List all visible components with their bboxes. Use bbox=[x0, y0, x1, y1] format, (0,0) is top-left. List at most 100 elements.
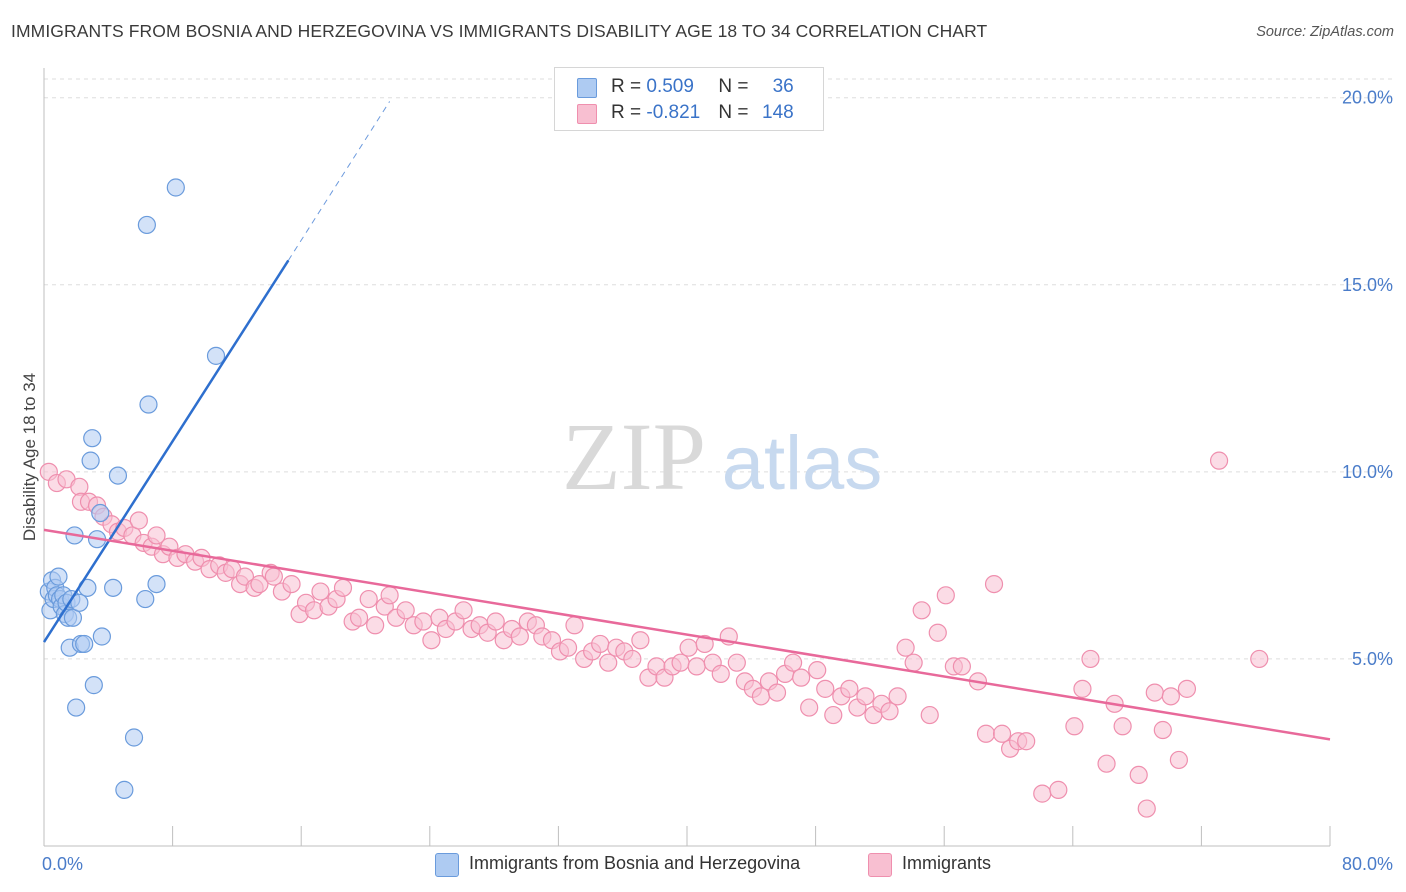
point-immigrants bbox=[486, 612, 505, 631]
point-immigrants bbox=[984, 574, 1004, 594]
point-immigrants bbox=[311, 582, 330, 601]
legend-n-value: 36 bbox=[772, 76, 794, 97]
axes bbox=[43, 68, 1331, 847]
point-immigrants bbox=[792, 668, 811, 687]
point-bosnia bbox=[70, 593, 89, 612]
point-immigrants bbox=[936, 586, 955, 605]
legend-r-key: R = bbox=[611, 76, 647, 97]
point-bosnia bbox=[139, 395, 158, 414]
point-immigrants bbox=[380, 586, 399, 605]
point-immigrants bbox=[800, 698, 819, 717]
x-tick-label: 80.0% bbox=[1342, 854, 1393, 874]
point-bosnia bbox=[104, 578, 123, 597]
point-bosnia bbox=[115, 780, 134, 799]
point-bosnia bbox=[75, 634, 94, 654]
point-immigrants bbox=[808, 661, 827, 680]
y-tick-label: 15.0% bbox=[1342, 275, 1393, 295]
y-tick-label: 10.0% bbox=[1342, 462, 1393, 482]
watermark-atlas: atlas bbox=[722, 421, 883, 506]
point-immigrants bbox=[565, 616, 584, 635]
point-immigrants bbox=[1073, 679, 1092, 698]
point-immigrants bbox=[1209, 451, 1229, 470]
point-immigrants bbox=[1137, 799, 1156, 818]
point-bosnia bbox=[136, 589, 155, 609]
point-immigrants bbox=[1113, 717, 1132, 736]
point-bosnia bbox=[83, 429, 102, 448]
series-legend: Immigrants from Bosnia and Herzegovina I… bbox=[0, 852, 1406, 878]
point-immigrants bbox=[1177, 679, 1197, 698]
point-immigrants bbox=[767, 683, 787, 702]
y-tick-label: 5.0% bbox=[1352, 649, 1393, 669]
chart-source: Source: ZipAtlas.com bbox=[1256, 24, 1394, 40]
trend-line-bosnia-extension bbox=[287, 101, 391, 261]
point-immigrants bbox=[366, 616, 385, 635]
series-legend-label: Immigrants from Bosnia and Herzegovina bbox=[469, 853, 801, 873]
point-immigrants bbox=[976, 724, 996, 743]
trend-line-immigrants bbox=[43, 528, 1331, 741]
point-bosnia bbox=[206, 346, 226, 365]
point-immigrants bbox=[147, 526, 166, 545]
point-immigrants bbox=[1145, 683, 1164, 702]
correlation-legend: R = 0.509 N = 36 R = -0.821 N = 148 bbox=[554, 67, 824, 131]
point-immigrants bbox=[359, 589, 378, 609]
x-tick-labels: 0.0% 80.0% bbox=[42, 854, 1393, 874]
point-immigrants bbox=[1097, 754, 1116, 773]
legend-text-bosnia: R = 0.509 N = 36 bbox=[611, 76, 794, 98]
point-immigrants bbox=[816, 679, 835, 698]
point-immigrants bbox=[510, 627, 529, 646]
point-immigrants bbox=[824, 705, 843, 725]
point-immigrants bbox=[920, 705, 939, 725]
point-immigrants bbox=[856, 687, 875, 706]
point-immigrants bbox=[1033, 784, 1052, 803]
point-immigrants bbox=[992, 724, 1012, 743]
point-bosnia bbox=[147, 574, 166, 594]
x-tick-label: 0.0% bbox=[42, 854, 83, 874]
trend-lines bbox=[42, 101, 1331, 741]
point-immigrants bbox=[880, 702, 899, 721]
point-bosnia bbox=[81, 451, 100, 470]
point-bosnia bbox=[67, 698, 86, 717]
point-immigrants bbox=[888, 687, 907, 706]
legend-swatch-blue bbox=[577, 78, 597, 98]
legend-swatch-pink bbox=[577, 104, 597, 124]
point-immigrants bbox=[623, 649, 642, 669]
point-immigrants bbox=[711, 664, 730, 683]
point-immigrants bbox=[631, 631, 650, 650]
point-immigrants bbox=[1049, 780, 1068, 799]
watermark: ZIP atlas bbox=[562, 403, 882, 510]
y-tick-labels: 5.0% 10.0% 15.0% 20.0% bbox=[1342, 88, 1393, 669]
point-bosnia bbox=[92, 627, 111, 646]
point-immigrants bbox=[687, 657, 706, 676]
point-bosnia bbox=[49, 567, 68, 586]
point-immigrants bbox=[129, 511, 148, 530]
point-immigrants bbox=[679, 638, 698, 657]
point-immigrants bbox=[952, 657, 971, 676]
point-immigrants bbox=[1169, 750, 1188, 770]
trend-line-bosnia bbox=[42, 259, 290, 643]
point-immigrants bbox=[904, 653, 923, 672]
legend-r-value: -0.821 bbox=[646, 102, 701, 123]
point-bosnia bbox=[137, 215, 156, 235]
point-bosnia bbox=[91, 503, 110, 523]
point-immigrants bbox=[1250, 649, 1269, 669]
legend-n-value: 148 bbox=[762, 102, 794, 123]
series-swatch-pink bbox=[868, 853, 892, 877]
point-immigrants bbox=[896, 638, 915, 657]
point-immigrants bbox=[422, 631, 441, 650]
legend-r-value: 0.509 bbox=[646, 76, 694, 97]
legend-r-key: R = bbox=[611, 102, 647, 123]
point-immigrants bbox=[70, 477, 89, 496]
point-bosnia bbox=[84, 676, 103, 695]
point-immigrants bbox=[414, 612, 433, 631]
y-tick-label: 20.0% bbox=[1342, 88, 1393, 108]
point-immigrants bbox=[591, 634, 610, 654]
data-points bbox=[39, 178, 1269, 818]
point-immigrants bbox=[333, 578, 353, 597]
point-immigrants bbox=[282, 574, 301, 594]
point-immigrants bbox=[751, 687, 771, 706]
point-immigrants bbox=[783, 653, 803, 672]
point-immigrants bbox=[671, 653, 690, 672]
point-immigrants bbox=[264, 567, 283, 586]
point-bosnia bbox=[124, 728, 144, 747]
point-immigrants bbox=[1017, 732, 1036, 751]
